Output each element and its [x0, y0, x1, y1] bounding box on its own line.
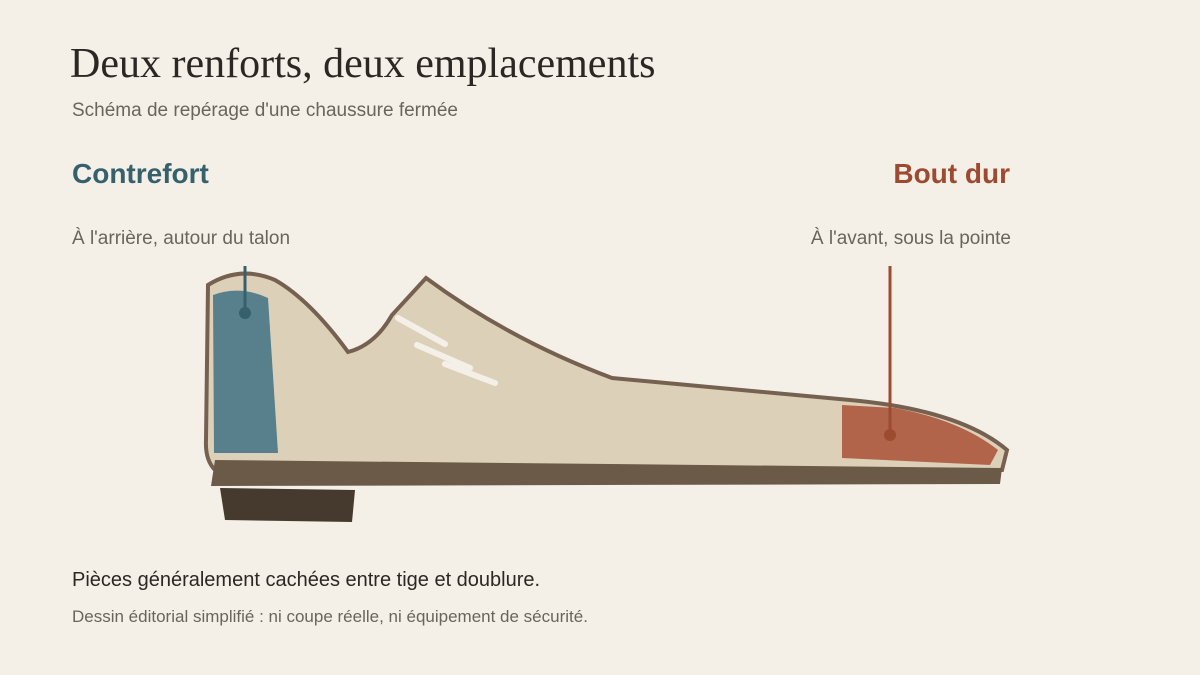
part-label: Contrefort — [72, 158, 209, 189]
laces — [395, 315, 498, 386]
right-pointer-dot — [884, 429, 896, 441]
left-pointer-dot — [239, 307, 251, 319]
toe-cap — [842, 405, 998, 465]
part-description: À l'arrière, autour du talon — [72, 228, 291, 249]
note: Pièces généralement cachées entre tige e… — [72, 569, 541, 591]
subtitle: Schéma de repérage d'une chaussure fermé… — [72, 100, 458, 121]
sole — [211, 460, 1002, 486]
heel-counter — [213, 290, 278, 453]
part-description: À l'avant, sous la pointe — [810, 228, 1011, 249]
title: Deux renforts, deux emplacements — [70, 41, 656, 87]
part-label: Bout dur — [893, 158, 1010, 189]
heel — [220, 488, 355, 522]
caption: Dessin éditorial simplifié : ni coupe ré… — [72, 607, 588, 626]
